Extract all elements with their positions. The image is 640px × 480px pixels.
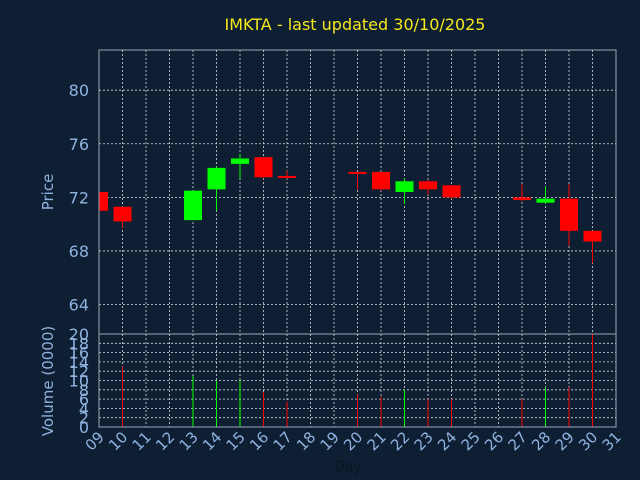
x-tick-label: 18 [293, 428, 319, 454]
volume-tick-label: 18 [69, 334, 89, 353]
x-tick-label: 26 [481, 428, 507, 454]
chart-title: IMKTA - last updated 30/10/2025 [225, 15, 486, 34]
volume-tick-label: 0 [79, 418, 89, 437]
price-tick-label: 68 [69, 242, 89, 261]
volume-tick-label: 10 [69, 372, 89, 391]
x-tick-label: 17 [270, 428, 296, 454]
volume-panel-frame [98, 333, 617, 428]
volume-tick-label: 8 [79, 381, 89, 400]
x-tick-label: 30 [575, 428, 601, 454]
volume-tick-label: 6 [79, 390, 89, 409]
volume-tick-label: 20 [69, 325, 89, 344]
candle-body [560, 198, 578, 231]
x-tick-label: 11 [129, 428, 155, 454]
candle-body [536, 198, 555, 203]
x-tick-label: 27 [505, 428, 531, 454]
candle-body [513, 197, 531, 201]
x-tick-label: 29 [552, 428, 578, 454]
x-tick-label: 28 [528, 428, 554, 454]
x-tick-label: 22 [387, 428, 413, 454]
volume-tick-label: 12 [69, 362, 89, 381]
candle-bodies [99, 157, 602, 242]
candle-body [99, 192, 108, 211]
x-tick-label: 31 [599, 428, 625, 454]
candle-body [113, 206, 132, 222]
candle-body [278, 175, 296, 178]
x-tick-label: 12 [152, 428, 178, 454]
volume-tick-label: 16 [69, 344, 89, 363]
x-tick-label: 14 [199, 428, 225, 454]
candle-body [207, 167, 226, 190]
volume-tick-label: 4 [79, 399, 89, 418]
candle-body [184, 190, 202, 221]
candle-body [419, 181, 437, 190]
x-tick-label: 19 [317, 428, 343, 454]
price-tick-label: 64 [69, 296, 89, 315]
candle-body [442, 185, 461, 198]
candle-body [395, 181, 414, 192]
x-tick-label: 10 [105, 428, 131, 454]
candle-wicks [99, 154, 593, 263]
x-tick-labels: 0910111213141516171819202122232425262728… [82, 428, 625, 454]
volume-tick-label: 2 [79, 409, 89, 428]
candle-body [254, 157, 273, 178]
candle-body [231, 158, 249, 164]
candle-body [372, 171, 390, 190]
x-tick-label: 16 [246, 428, 272, 454]
price-grid [98, 50, 617, 334]
candle-body [583, 230, 602, 242]
x-tick-label: 23 [411, 428, 437, 454]
candle-body [348, 171, 367, 174]
x-tick-label: 24 [434, 428, 460, 454]
price-tick-labels: 64 68 72 76 80 [69, 81, 89, 314]
x-tick-label: 25 [458, 428, 484, 454]
x-tick-label: 13 [176, 428, 202, 454]
price-tick-label: 80 [69, 81, 89, 100]
price-axis-title: Price [39, 174, 57, 211]
x-tick-label: 20 [340, 428, 366, 454]
price-tick-label: 72 [69, 188, 89, 207]
x-tick-label: 15 [223, 428, 249, 454]
volume-tick-label: 14 [69, 353, 89, 372]
x-axis-title: Day [334, 459, 362, 475]
volume-bars [122, 334, 593, 427]
price-tick-label: 76 [69, 135, 89, 154]
volume-axis-title: Volume (0000) [39, 326, 57, 436]
x-tick-label: 21 [364, 428, 390, 454]
